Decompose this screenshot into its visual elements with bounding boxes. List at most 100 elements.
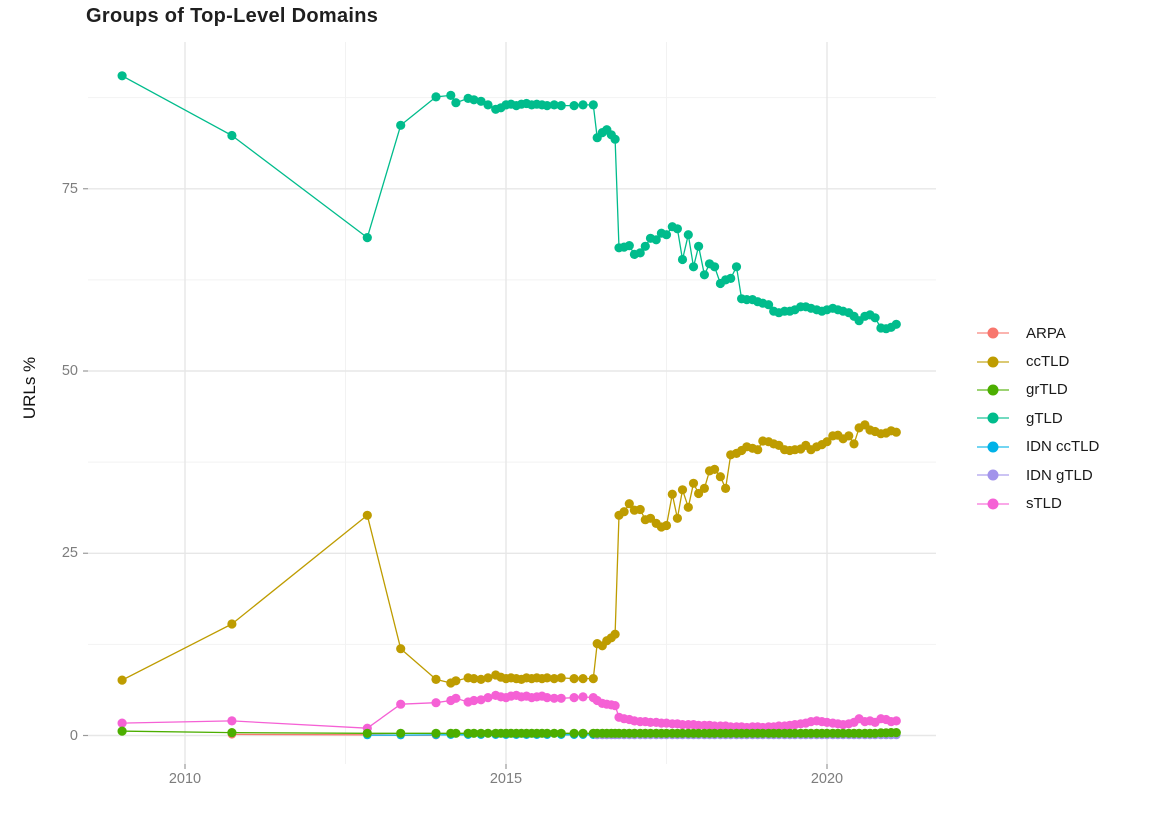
data-point [710,262,720,272]
legend-dot-swatch [987,469,999,481]
data-point [891,427,901,437]
data-point [667,489,677,499]
data-point [483,673,493,683]
legend-item: IDN gTLD [977,461,1099,489]
data-point [610,134,620,144]
data-point [431,698,441,708]
data-point [569,728,579,738]
data-point [451,676,461,686]
data-point [578,692,588,702]
data-point [549,693,559,703]
x-tick-label: 2015 [489,771,523,787]
data-point [542,693,552,703]
data-point [624,499,634,509]
data-point [117,71,127,81]
data-point [661,520,672,531]
data-point [688,262,699,272]
chart-title: Groups of Top-Level Domains [86,5,379,27]
data-point [469,728,479,738]
data-point [651,235,661,245]
data-point [588,100,598,110]
data-point [556,728,566,738]
data-point [396,699,406,709]
data-point [661,230,672,240]
data-point [556,673,566,683]
legend-dot-swatch [987,498,999,510]
data-point [483,100,493,110]
data-point [542,673,552,683]
data-point [476,96,486,106]
legend-item-label: sTLD [1026,495,1062,513]
legend-item: gTLD [977,404,1099,432]
data-point [699,483,710,493]
legend-item: sTLD [977,489,1099,517]
data-point [556,693,566,703]
legend-item-label: IDN ccTLD [1026,438,1100,456]
legend-dot-swatch [987,384,999,396]
data-point [683,502,693,512]
legend-dot-swatch [987,356,999,368]
data-point [710,464,720,474]
x-tick-label: 2020 [810,771,844,787]
y-tick-label: 25 [61,545,78,562]
data-point [227,619,237,629]
data-point [677,254,688,265]
data-point [476,728,486,738]
legend: ARPA ccTLD grTLD gTLD IDN ccTLD IDN gTLD sTLD [977,319,1099,518]
legend-item: IDN ccTLD [977,433,1099,461]
legend-item-label: grTLD [1026,381,1068,399]
data-point [891,319,901,329]
data-point [619,507,629,517]
legend-dot-swatch [987,327,999,339]
data-point [469,695,479,706]
legend-key-icon [977,383,1009,397]
data-point [715,472,726,482]
series-points-gTLD [117,71,901,334]
data-point [362,233,372,243]
data-point [569,693,579,703]
legend-item: ccTLD [977,347,1099,375]
data-point [227,728,237,738]
data-point [117,718,127,728]
legend-key-icon [977,411,1009,425]
data-point [822,437,832,447]
data-point [362,728,372,738]
data-point [483,693,493,703]
legend-key-icon [977,440,1009,454]
data-point [870,313,880,323]
legend-key-icon [977,355,1009,369]
data-point [117,675,127,685]
legend-item-label: ARPA [1026,324,1066,342]
y-tick-label: 75 [61,180,78,197]
data-point [483,728,493,738]
data-point [362,510,372,520]
series-points-sTLD [117,690,901,733]
data-point [635,504,645,515]
legend-item: grTLD [977,376,1099,404]
data-point [476,674,486,685]
data-point [542,728,552,738]
data-point [610,701,620,711]
data-point [451,98,461,108]
data-point [753,445,763,455]
data-point [640,241,650,251]
y-tick-label: 0 [69,727,78,744]
data-point [849,439,859,449]
y-axis-labels: 0 25 50 75 [0,0,79,827]
x-tick-label: 2010 [168,771,202,787]
legend-item-label: gTLD [1026,409,1063,427]
data-point [542,101,552,111]
legend-key-icon [977,497,1009,511]
data-point [694,241,704,251]
data-point [635,248,645,258]
series-points-ccTLD [117,420,901,688]
data-point [469,674,479,684]
data-point [891,716,901,726]
data-point [624,241,634,251]
data-point [569,674,579,684]
data-point [578,728,588,738]
data-point [672,224,683,234]
data-point [672,513,683,523]
legend-item: ARPA [977,319,1099,347]
